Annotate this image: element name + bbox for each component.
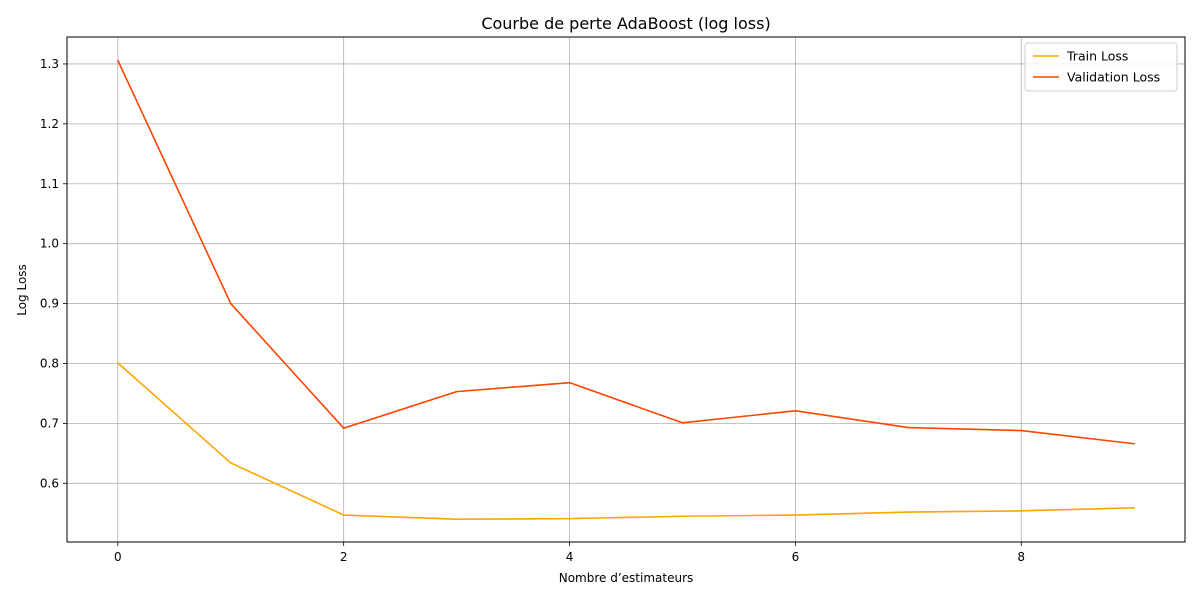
x-tick-label: 8 (1017, 550, 1025, 564)
validation-loss-point (229, 302, 232, 305)
y-tick-label: 1.1 (40, 177, 59, 191)
train-loss-point (455, 518, 458, 521)
y-axis: 0.6 0.7 0.8 0.9 1.0 1.1 1.2 1.3 (40, 57, 67, 490)
train-loss-point (1133, 507, 1135, 509)
train-loss-point (117, 362, 119, 364)
validation-loss-point (568, 381, 571, 384)
validation-loss-point (455, 390, 458, 393)
series-lines (117, 59, 1135, 521)
train-loss-line (117, 362, 1135, 521)
validation-loss-point (907, 426, 910, 429)
grid (67, 37, 1185, 542)
y-tick-label: 0.7 (40, 416, 59, 430)
x-tick-label: 6 (792, 550, 800, 564)
train-loss-point (568, 517, 571, 520)
y-tick-label: 0.6 (40, 476, 59, 490)
validation-loss-point (342, 427, 345, 429)
y-tick-label: 1.2 (40, 117, 59, 131)
y-tick-label: 0.8 (40, 356, 59, 370)
y-tick-label: 0.9 (40, 297, 59, 311)
validation-loss-line (117, 60, 1135, 445)
x-axis-label: Nombre d’estimateurs (559, 571, 694, 585)
x-tick-label: 4 (566, 550, 574, 564)
train-loss-point (907, 511, 910, 513)
x-axis: 0 2 4 6 8 (114, 542, 1025, 564)
plot-frame (66, 36, 1186, 543)
train-loss-point (794, 514, 797, 516)
validation-loss-point (681, 421, 684, 424)
legend-label-train-loss: Train Loss (1066, 49, 1128, 64)
chart-title: Courbe de perte AdaBoost (log loss) (481, 14, 770, 33)
train-loss-point (1020, 510, 1023, 512)
legend-box (1024, 42, 1178, 92)
train-loss-point (229, 462, 232, 464)
legend-label-validation-loss: Validation Loss (1067, 70, 1160, 85)
x-tick-label: 0 (114, 550, 122, 564)
x-tick-label: 2 (340, 550, 348, 564)
y-axis-label: Log Loss (15, 264, 29, 316)
legend: Train Loss Validation Loss (1024, 42, 1178, 92)
train-loss-point (681, 515, 684, 518)
validation-loss-point (1133, 442, 1135, 445)
y-tick-label: 1.0 (40, 237, 59, 251)
validation-loss-point (794, 410, 797, 412)
train-loss-point (342, 514, 345, 516)
y-tick-label: 1.3 (40, 57, 59, 71)
validation-loss-point (117, 59, 119, 62)
validation-loss-point (1020, 429, 1023, 432)
